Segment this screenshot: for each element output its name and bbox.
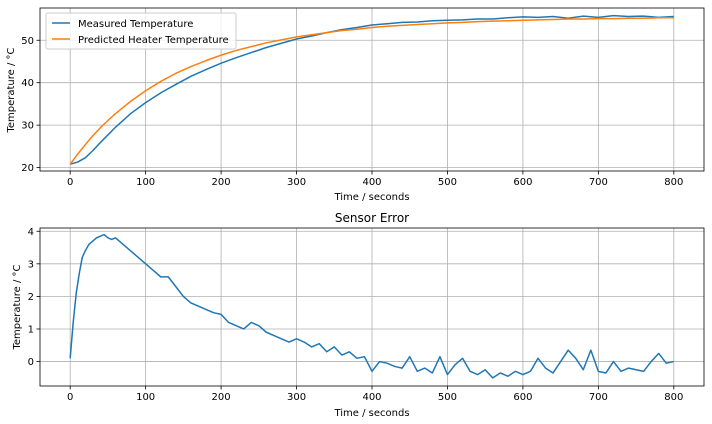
series-line-1 [69,17,674,165]
x-tick-label: 400 [362,392,381,403]
x-tick-label: 700 [589,392,608,403]
temperature-chart: 0 100 200 300 400 500 600 700 800 20 30 40 50 Time /… [6,7,705,203]
legend-label-measured: Measured Temperature [78,19,193,30]
y-tick-label: 4 [28,227,34,238]
y-tick-label: 50 [21,36,34,47]
y-tick-label: 2 [28,292,34,303]
y-tick-label: 20 [21,163,34,174]
y-axis-label: Temperature / °C [6,47,17,133]
legend: Measured Temperature Predicted Heater Te… [45,12,237,50]
y-tick-label: 1 [28,324,34,335]
x-tick-label: 600 [513,392,532,403]
sensor-error-chart: Sensor Error 0 100 200 300 400 500 600 700 800 0 1… [12,211,705,419]
x-tick-label: 200 [212,177,231,188]
x-tick-label: 500 [438,392,457,403]
x-axis-label: Time / seconds [333,192,409,203]
x-tick-label: 300 [287,177,306,188]
x-tick-label: 500 [438,177,457,188]
legend-box [45,12,237,50]
y-tick-label: 40 [21,78,34,89]
y-tick-label: 3 [28,259,34,270]
x-tick-label: 200 [212,392,231,403]
x-tick-label: 800 [664,392,683,403]
x-tick-label: 400 [362,177,381,188]
x-tick-label: 600 [513,177,532,188]
y-axis-label: Temperature / °C [12,264,23,350]
chart-title: Sensor Error [335,211,409,225]
x-tick-label: 0 [67,392,73,403]
x-tick-label: 100 [136,392,155,403]
series-line-0 [69,233,674,379]
y-tick-label: 0 [28,357,34,368]
x-tick-label: 700 [589,177,608,188]
legend-label-predicted: Predicted Heater Temperature [78,35,229,46]
x-tick-label: 100 [136,177,155,188]
x-tick-label: 0 [67,177,73,188]
series-line-0 [69,14,674,165]
y-tick-label: 30 [21,121,34,132]
x-axis-label: Time / seconds [333,408,409,419]
x-tick-label: 300 [287,392,306,403]
x-tick-label: 800 [664,177,683,188]
